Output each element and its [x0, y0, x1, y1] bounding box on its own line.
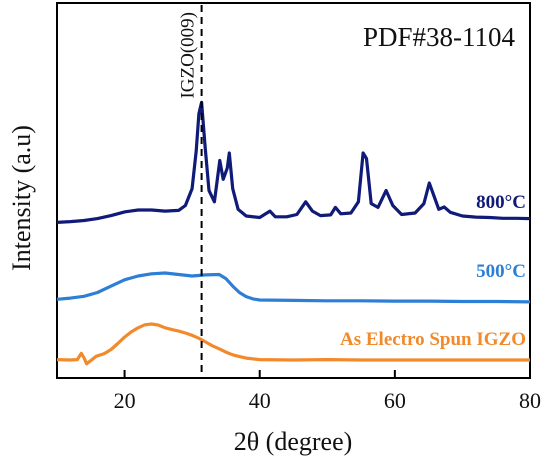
- series-line-1: [56, 271, 531, 304]
- y-axis-title: Intensity (a.u): [7, 125, 36, 271]
- series-label-500c: 500°C: [476, 261, 526, 282]
- pdf-reference-label: PDF#38-1104: [363, 22, 516, 52]
- x-tick-label: 80: [519, 388, 541, 413]
- x-ticks: 20 40 60 80: [114, 370, 541, 413]
- x-axis-title: 2θ (degree): [234, 427, 353, 456]
- x-tick-label: 40: [249, 388, 271, 413]
- series-line-2: [56, 322, 530, 366]
- plot-frame: [56, 2, 531, 379]
- series-line-0: [56, 100, 531, 224]
- x-tick-label: 20: [114, 388, 136, 413]
- series-label-as-spun: As Electro Spun IGZO: [340, 329, 526, 350]
- series-label-800c: 800°C: [476, 192, 526, 213]
- x-tick-label: 60: [384, 388, 406, 413]
- igzo-009-label: IGZO(009): [178, 12, 199, 99]
- series-group: [56, 100, 531, 366]
